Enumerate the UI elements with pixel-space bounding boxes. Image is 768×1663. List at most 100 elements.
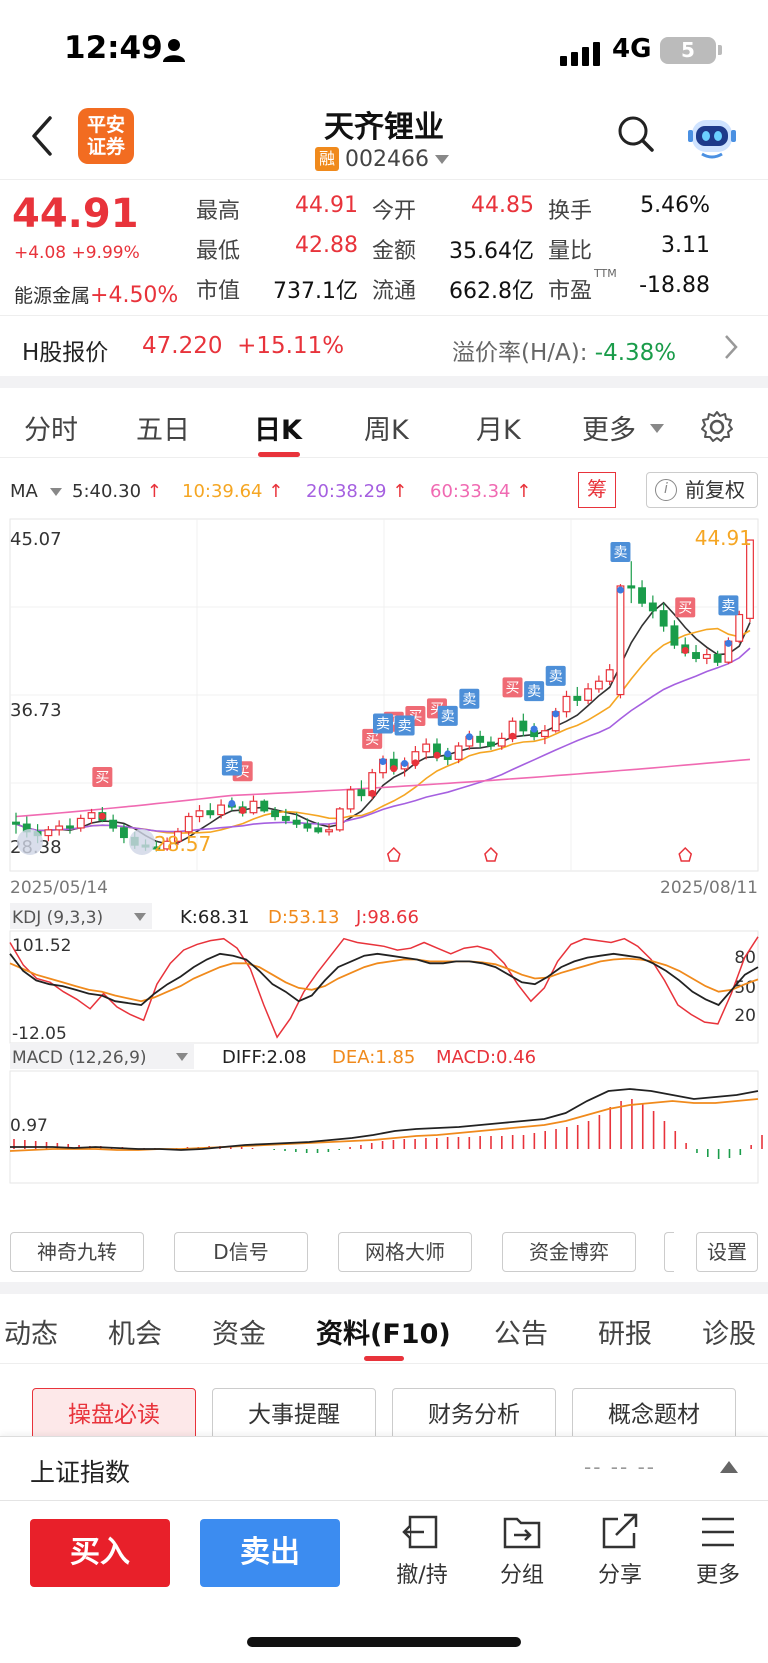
signal-dot xyxy=(368,789,376,797)
share-button[interactable]: 分享 xyxy=(580,1513,660,1589)
chart-labels: 45.0736.7328.3844.9128.572025/05/142025/… xyxy=(10,526,758,898)
h-share-row[interactable]: H股报价 47.220 +15.11% 溢价率(H/A): -4.38% xyxy=(0,317,768,377)
tab-f10[interactable]: 资料(F10) xyxy=(316,1319,451,1350)
search-icon[interactable] xyxy=(616,114,656,154)
tab-monthly-k[interactable]: 月K xyxy=(476,415,521,446)
buy-signal xyxy=(92,766,113,787)
index-name: 上证指数 xyxy=(30,1458,131,1487)
tab-announcements[interactable]: 公告 xyxy=(494,1319,548,1350)
quote-value: 42.88 xyxy=(295,233,358,258)
subtab-events[interactable]: 大事提醒 xyxy=(212,1388,376,1436)
signal-dot xyxy=(390,765,398,773)
tab-funds[interactable]: 资金 xyxy=(212,1319,266,1350)
tool-overflow[interactable] xyxy=(664,1232,674,1272)
candlesticks xyxy=(12,539,754,852)
tab-daily-k[interactable]: 日K xyxy=(254,415,302,446)
signal-dot xyxy=(239,807,247,815)
candle-body xyxy=(357,789,366,797)
tab-research[interactable]: 研报 xyxy=(598,1319,652,1350)
kdj-d-line xyxy=(9,957,759,1003)
gear-icon[interactable] xyxy=(700,410,734,444)
broker-logo[interactable]: 平安 证券 xyxy=(78,108,134,164)
sell-signal xyxy=(459,688,480,709)
premium-label: 溢价率(H/A): xyxy=(452,340,588,366)
group-button[interactable]: 分组 xyxy=(482,1513,562,1589)
tool-nine-turn[interactable]: 神奇九转 xyxy=(10,1232,144,1272)
candle-body xyxy=(648,602,657,612)
premium-rate: 溢价率(H/A): -4.38% xyxy=(452,333,676,367)
candle-body xyxy=(422,743,431,753)
price-adjust-button[interactable]: i 前复权 xyxy=(646,472,758,508)
sell-button[interactable]: 卖出 xyxy=(200,1519,340,1587)
folder-icon xyxy=(503,1517,541,1549)
active-tab-indicator xyxy=(364,1356,404,1361)
tab-diagnosis[interactable]: 诊股 xyxy=(702,1319,756,1350)
kdj-border xyxy=(9,930,759,1044)
tool-d-signal[interactable]: D信号 xyxy=(174,1232,308,1272)
tab-more[interactable]: 更多 xyxy=(582,415,636,446)
sell-signal-label: 卖 xyxy=(225,758,239,774)
ma10-value: 10:39.64 ↑ xyxy=(182,481,284,502)
kdj-k-line xyxy=(9,952,759,1007)
min-price-marker: 28.57 xyxy=(154,832,211,856)
period-tabs: 分时 五日 日K 周K 月K 更多 xyxy=(0,388,768,458)
kdj-top: 101.52 xyxy=(12,936,71,956)
tab-opportunity[interactable]: 机会 xyxy=(108,1319,162,1350)
candle-body xyxy=(260,800,269,812)
candle-body xyxy=(271,810,280,818)
macd-diff: DIFF:2.08 xyxy=(222,1047,307,1068)
battery-tip xyxy=(718,45,722,55)
quote-value: 737.1亿 xyxy=(273,279,358,304)
tool-grid-master[interactable]: 网格大师 xyxy=(338,1232,472,1272)
sell-signal xyxy=(610,542,631,563)
candle-body xyxy=(44,829,53,837)
more-button[interactable]: 更多 xyxy=(678,1513,758,1589)
chevron-down-icon xyxy=(176,1053,188,1061)
candle-body xyxy=(692,652,700,659)
tool-fund-game[interactable]: 资金博弈 xyxy=(502,1232,636,1272)
chevron-up-icon[interactable] xyxy=(720,1461,738,1473)
chip-distribution-button[interactable]: 筹 xyxy=(578,472,616,508)
stock-code-selector[interactable]: 融 002466 xyxy=(315,146,449,172)
ma-label[interactable]: MA xyxy=(10,481,38,502)
sell-signal xyxy=(373,713,393,734)
signal-icon xyxy=(560,42,600,66)
back-arrow-icon[interactable] xyxy=(28,114,58,158)
buy-button[interactable]: 买入 xyxy=(30,1519,170,1587)
scroll-handle xyxy=(129,829,155,855)
candle-body xyxy=(476,735,485,743)
margin-badge: 融 xyxy=(315,147,339,171)
kdj-k: K:68.31 xyxy=(180,907,249,928)
tab-news[interactable]: 动态 xyxy=(4,1319,58,1350)
index-ticker-bar[interactable]: 上证指数 -- -- -- xyxy=(0,1436,768,1500)
cancel-hold-button[interactable]: 撤/持 xyxy=(382,1513,462,1589)
sector-change[interactable]: 能源金属+4.50% xyxy=(14,281,178,308)
network-type: 4G xyxy=(612,34,652,64)
ai-assistant-robot-icon[interactable] xyxy=(686,110,738,162)
bottom-action-bar: 买入 卖出 撤/持 分组 分享 更多 xyxy=(0,1500,768,1663)
candle-body xyxy=(519,720,528,732)
signal-dot xyxy=(411,759,419,767)
candle-body xyxy=(325,829,333,833)
kdj-level-20: 20 xyxy=(734,1006,756,1026)
subtab-financials[interactable]: 财务分析 xyxy=(392,1388,556,1436)
tab-five-day[interactable]: 五日 xyxy=(136,415,190,446)
index-values: -- -- -- xyxy=(584,1455,657,1479)
ma10-text: 10:39.64 xyxy=(182,481,263,502)
kdj-j-line xyxy=(9,936,759,1039)
signal-dot xyxy=(509,732,517,740)
tab-weekly-k[interactable]: 周K xyxy=(364,415,409,446)
tool-settings[interactable]: 设置 xyxy=(696,1232,758,1272)
tab-intraday[interactable]: 分时 xyxy=(24,415,78,446)
subtab-trading-guide[interactable]: 操盘必读 xyxy=(32,1388,196,1436)
quote-label: 量比 xyxy=(548,239,593,264)
candle-body xyxy=(540,730,549,738)
subtab-concepts[interactable]: 概念题材 xyxy=(572,1388,736,1436)
y-axis-high: 45.07 xyxy=(10,529,62,550)
trade-signals: 买买买买买买买买卖卖 卖卖卖 卖卖卖卖 xyxy=(92,542,739,862)
sell-signal-label: 卖 xyxy=(721,598,735,614)
sector-change-value: +4.50% xyxy=(90,283,179,308)
menu-icon xyxy=(702,1517,734,1547)
info-icon: i xyxy=(655,479,677,501)
